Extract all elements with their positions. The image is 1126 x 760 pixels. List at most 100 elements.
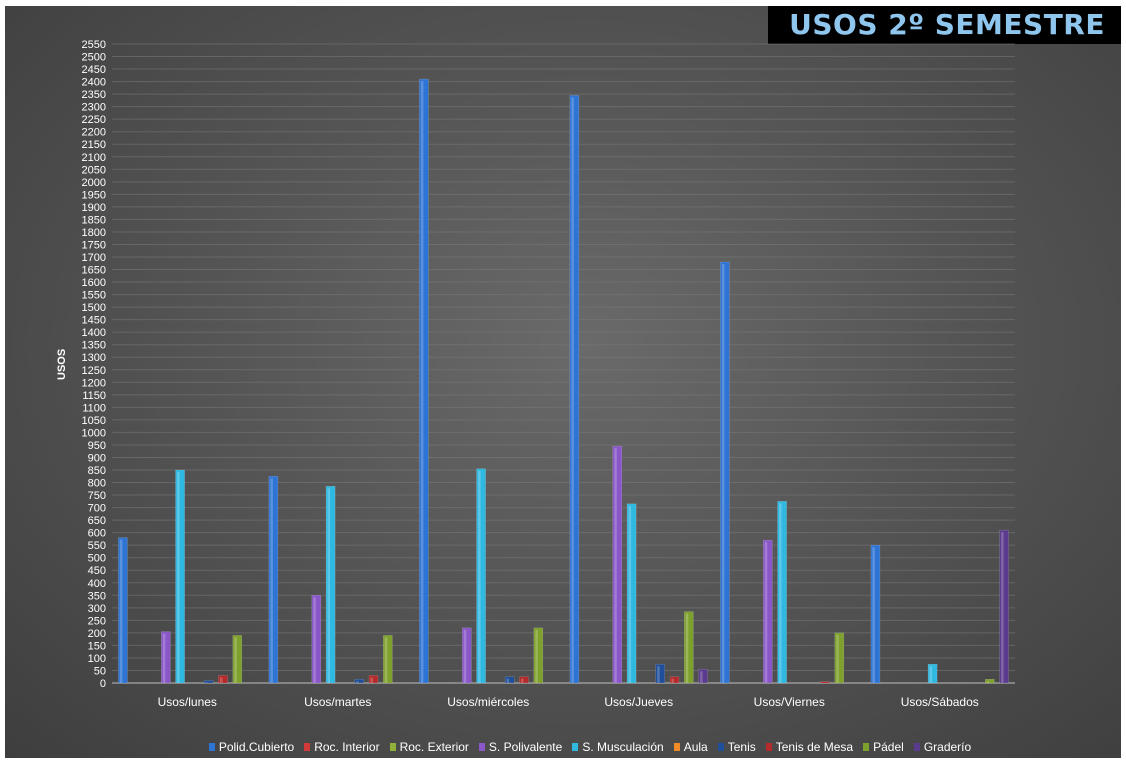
bar-highlight xyxy=(700,671,703,683)
bar xyxy=(569,95,580,684)
legend-swatch xyxy=(913,743,920,751)
y-tick-label: 1100 xyxy=(82,402,106,414)
legend-item: Polid.Cubierto xyxy=(208,740,295,754)
x-tick-label: Usos/Jueves xyxy=(604,695,673,709)
legend-label: S. Musculación xyxy=(582,740,664,754)
chart-title-box: USOS 2º SEMESTRE xyxy=(768,6,1121,44)
legend-label: Pádel xyxy=(873,740,904,754)
bar-highlight xyxy=(420,81,424,684)
legend-label: Aula xyxy=(683,740,708,754)
bar xyxy=(999,529,1009,684)
bar xyxy=(777,501,787,684)
legend-item: Tenis xyxy=(717,740,756,754)
bar xyxy=(268,476,279,684)
y-tick-label: 1650 xyxy=(82,265,106,277)
legend-item: Pádel xyxy=(863,740,904,754)
y-tick-label: 2300 xyxy=(82,102,106,114)
legend-swatch xyxy=(673,743,680,751)
bar xyxy=(161,631,171,684)
bar xyxy=(419,78,429,684)
y-tick-label: 1800 xyxy=(82,227,106,239)
y-tick-label: 550 xyxy=(88,540,106,552)
legend-item: Roc. Interior xyxy=(304,740,380,754)
bar xyxy=(325,486,336,684)
bar-highlight xyxy=(177,472,180,683)
bar-highlight xyxy=(234,637,237,683)
bar-highlight xyxy=(685,613,689,683)
y-tick-label: 2100 xyxy=(82,152,106,164)
bar-highlight xyxy=(657,666,660,683)
y-tick-label: 900 xyxy=(88,452,106,464)
bar xyxy=(533,627,544,684)
y-tick-label: 1000 xyxy=(82,427,106,439)
legend-label: Tenis xyxy=(727,740,756,754)
y-tick-label: 800 xyxy=(88,478,106,490)
bar xyxy=(927,663,938,684)
bar xyxy=(985,678,995,684)
y-tick-label: 950 xyxy=(88,440,106,452)
y-tick-label: 2200 xyxy=(82,127,106,139)
legend-label: Polid.Cubierto xyxy=(218,740,295,754)
y-tick-label: 2500 xyxy=(82,52,106,64)
bar-highlight xyxy=(571,97,574,683)
y-tick-label: 2450 xyxy=(82,64,106,76)
bar xyxy=(476,468,486,684)
y-tick-label: 1850 xyxy=(82,214,106,226)
y-tick-label: 1150 xyxy=(82,390,106,402)
legend-swatch xyxy=(717,743,724,751)
legend-swatch xyxy=(389,743,396,751)
legend-swatch xyxy=(572,743,579,751)
legend-item: Graderío xyxy=(913,740,972,754)
bar xyxy=(834,632,845,684)
y-tick-label: 1300 xyxy=(82,352,106,364)
bar xyxy=(626,503,637,684)
bar-highlight xyxy=(220,677,223,683)
y-tick-label: 2350 xyxy=(82,89,106,101)
bar xyxy=(175,469,185,684)
y-tick-label: 250 xyxy=(88,615,106,627)
bar-highlight xyxy=(764,542,768,683)
y-tick-label: 1700 xyxy=(82,252,106,264)
y-tick-label: 1950 xyxy=(82,189,106,201)
legend-swatch xyxy=(304,743,311,751)
y-tick-label: 2150 xyxy=(82,139,106,151)
legend-label: Graderío xyxy=(923,740,972,754)
bar xyxy=(720,261,730,684)
bar xyxy=(519,676,529,684)
bar xyxy=(669,676,680,684)
x-tick-label: Usos/Viernes xyxy=(754,695,825,709)
x-tick-label: Usos/miércoles xyxy=(447,695,529,709)
y-tick-label: 100 xyxy=(88,653,106,665)
y-tick-label: 2000 xyxy=(82,177,106,189)
bar-highlight xyxy=(986,681,990,683)
bar xyxy=(820,681,830,684)
y-tick-label: 850 xyxy=(88,465,106,477)
bar-highlight xyxy=(356,681,359,683)
bar-highlight xyxy=(370,677,373,683)
y-tick-label: 600 xyxy=(88,528,106,540)
bar-highlight xyxy=(1001,532,1004,683)
bar-highlight xyxy=(162,633,166,683)
y-tick-label: 350 xyxy=(88,590,106,602)
y-tick-label: 1600 xyxy=(82,277,106,289)
bar xyxy=(698,668,708,684)
bar-highlight xyxy=(506,678,510,683)
y-tick-label: 1500 xyxy=(82,302,106,314)
legend-label: S. Polivalente xyxy=(488,740,563,754)
y-tick-label: 500 xyxy=(88,553,106,565)
legend-swatch xyxy=(208,743,215,751)
bar xyxy=(203,680,214,684)
legend-item: Roc. Exterior xyxy=(389,740,469,754)
bar-highlight xyxy=(313,597,316,683)
legend-item: Tenis de Mesa xyxy=(765,740,853,754)
legend-item: Aula xyxy=(673,740,708,754)
bar-highlight xyxy=(929,666,933,683)
bar-highlight xyxy=(836,634,839,683)
y-tick-label: 0 xyxy=(100,678,106,690)
y-tick-label: 1450 xyxy=(82,315,106,327)
bar-highlight xyxy=(872,547,875,683)
bar-highlight xyxy=(119,539,123,683)
bar-highlight xyxy=(478,470,481,683)
bar-highlight xyxy=(671,678,674,683)
